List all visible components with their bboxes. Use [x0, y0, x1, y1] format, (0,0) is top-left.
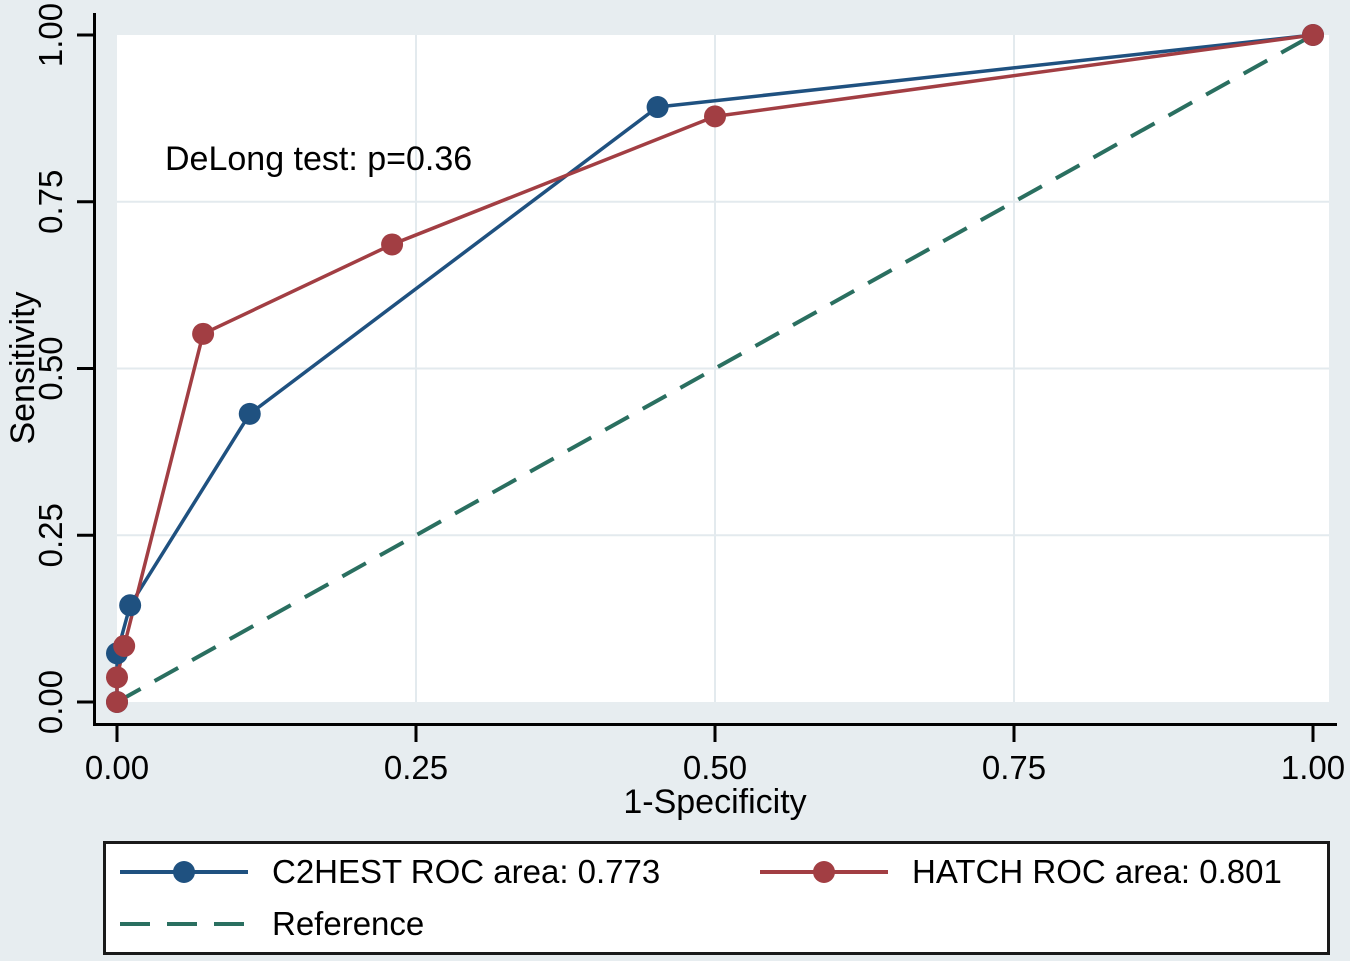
x-tick-label: 0.25 — [384, 749, 448, 786]
data-point-marker — [1302, 24, 1324, 46]
y-tick-label: 1.00 — [32, 3, 69, 67]
data-point-marker — [119, 594, 142, 617]
x-axis-title: 1-Specificity — [623, 783, 806, 821]
y-tick-label: 0.75 — [32, 170, 69, 234]
reference-dashed-line-swatch — [120, 922, 248, 926]
roc-chart: 0.00 0.25 0.50 0.75 1.00 0.00 0.25 0.50 0.75 1.00… — [4, 3, 1345, 821]
x-tick-label: 0.00 — [85, 749, 149, 786]
data-point-marker — [238, 402, 261, 425]
legend-label-hatch: HATCH ROC area: 0.801 — [912, 853, 1282, 890]
x-tick-label: 1.00 — [1281, 749, 1345, 786]
series-line-reference — [116, 33, 1314, 704]
legend-item-c2hest: C2HEST ROC area: 0.773 — [118, 852, 660, 892]
y-tick-label: 0.00 — [32, 670, 69, 734]
legend-item-hatch: HATCH ROC area: 0.801 — [758, 852, 1282, 892]
legend-label-c2hest: C2HEST ROC area: 0.773 — [272, 853, 661, 890]
delong-test-annotation: DeLong test: p=0.36 — [165, 140, 472, 178]
data-point-marker — [192, 322, 215, 345]
data-point-marker — [646, 96, 669, 119]
legend: C2HEST ROC area: 0.773 HATCH ROC area: 0… — [103, 841, 1330, 955]
y-tick-label: 0.25 — [32, 503, 69, 567]
hatch-line-marker-swatch — [760, 861, 888, 883]
data-point-marker — [106, 691, 128, 713]
legend-label-reference: Reference — [272, 905, 425, 942]
data-point-marker — [113, 634, 136, 657]
data-point-marker — [106, 666, 128, 689]
y-tick-label: 0.50 — [32, 336, 69, 400]
data-point-marker — [704, 105, 726, 128]
legend-item-reference: Reference — [118, 904, 424, 944]
y-axis-title: Sensitivity — [4, 291, 42, 444]
plot-area: 0.00 0.25 0.50 0.75 1.00 0.00 0.25 0.50 0.75 1.00 — [32, 3, 1345, 786]
x-tick-label: 0.75 — [982, 749, 1046, 786]
data-point-marker — [381, 233, 404, 256]
c2hest-line-marker-swatch — [120, 861, 248, 883]
x-tick-label: 0.50 — [683, 749, 747, 786]
